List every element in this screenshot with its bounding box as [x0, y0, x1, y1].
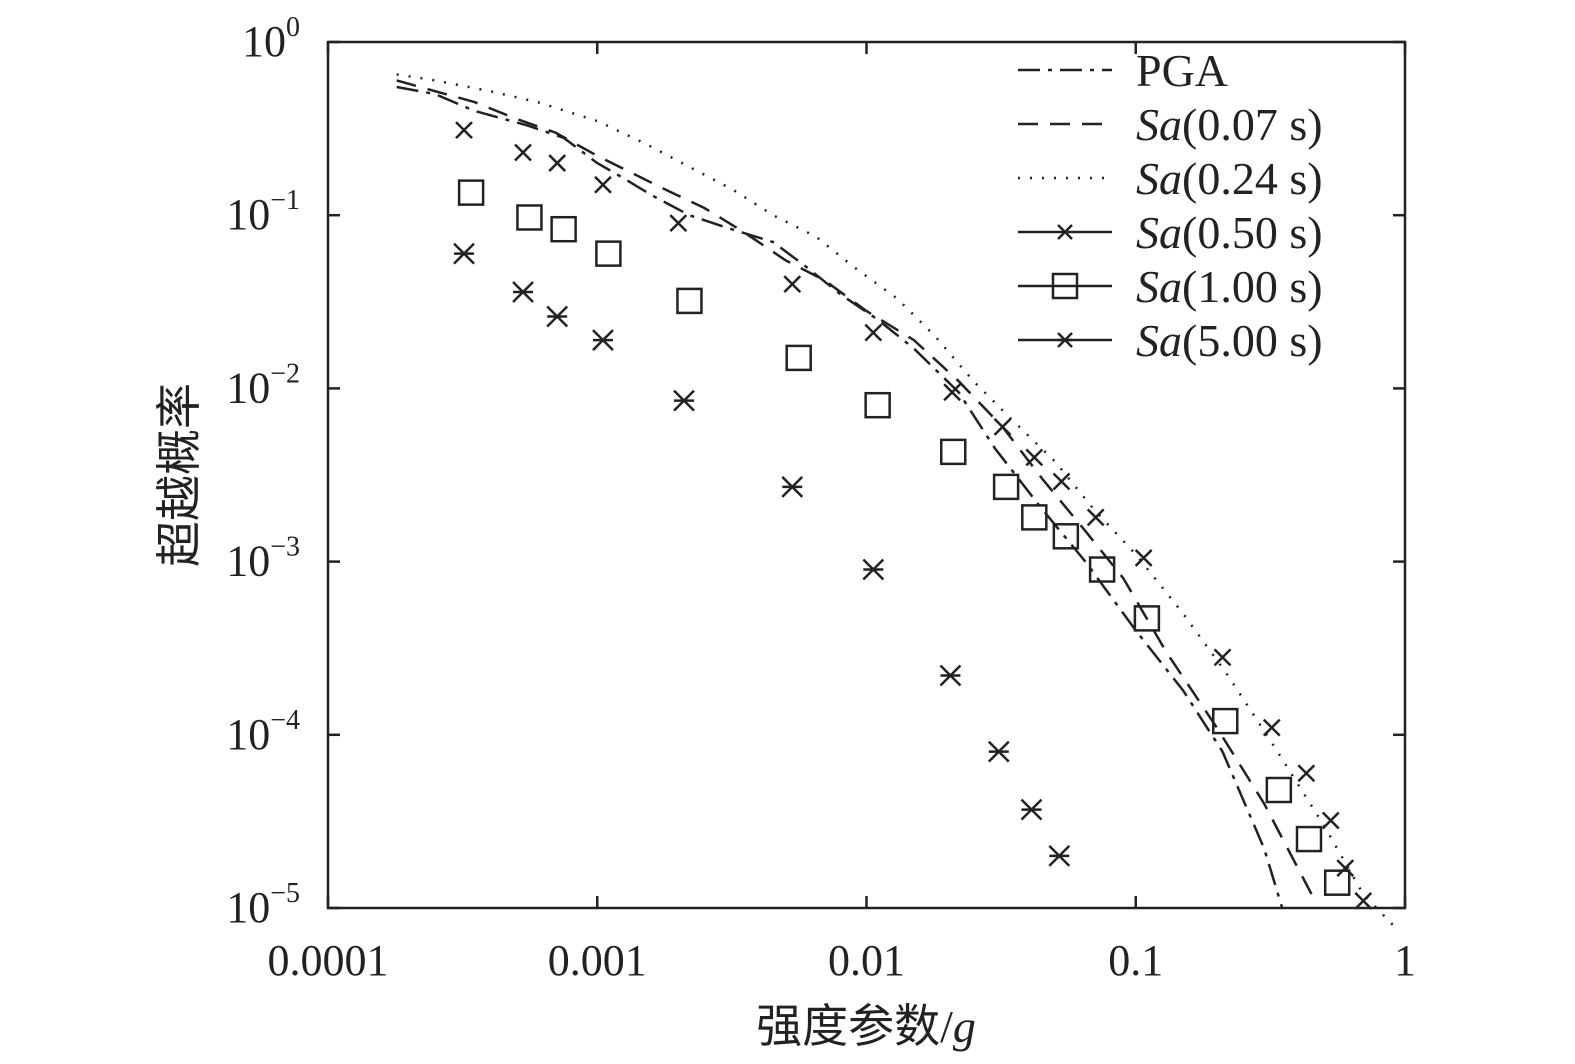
data-point [1052, 472, 1071, 491]
legend-item: Sa(5.00 s) [1018, 315, 1323, 366]
data-point [548, 154, 567, 172]
data-point [514, 143, 532, 162]
data-point [1297, 764, 1316, 783]
data-point [1086, 508, 1105, 527]
legend-label: Sa(1.00 s) [1136, 261, 1323, 312]
data-point [864, 323, 883, 342]
data-point [993, 417, 1012, 436]
legend-label: Sa(0.07 s) [1136, 99, 1323, 150]
legend-item: Sa(0.07 s) [1018, 99, 1323, 150]
y-axis-title: 超越概率 [154, 383, 205, 567]
legend-label: PGA [1136, 45, 1228, 96]
legend-item: Sa(0.50 s) [1018, 207, 1323, 258]
data-point [455, 121, 473, 139]
y-tick-label: 10−2 [226, 358, 300, 412]
data-point [457, 179, 485, 206]
data-point [1262, 718, 1281, 737]
data-point [594, 175, 612, 194]
data-point [1088, 556, 1116, 583]
data-point [1052, 523, 1080, 550]
series-4 [455, 121, 1373, 910]
data-point [1213, 648, 1232, 667]
legend-swatch-marker [1051, 272, 1079, 300]
series-1 [396, 85, 1284, 909]
data-point [595, 240, 622, 267]
x-tick-label: 1 [1394, 936, 1416, 985]
y-tick-label: 10−3 [226, 532, 300, 586]
data-point [1133, 605, 1161, 632]
y-tick-label: 10−1 [226, 185, 300, 239]
x-tick-label: 0.001 [548, 936, 647, 985]
data-point [785, 344, 812, 372]
series-2 [396, 79, 1313, 895]
data-point [669, 214, 688, 233]
data-point [864, 391, 891, 419]
y-tick-label: 10−5 [226, 878, 300, 932]
data-point [992, 473, 1020, 501]
legend-item: Sa(0.24 s) [1018, 153, 1323, 204]
series-layer [396, 73, 1394, 926]
y-tick-label: 10−4 [226, 705, 300, 759]
data-point [1321, 811, 1340, 830]
y-tick-label: 100 [242, 12, 300, 66]
data-point [1354, 891, 1373, 910]
legend-label: Sa(0.24 s) [1136, 153, 1323, 204]
data-point [516, 204, 543, 231]
data-point [943, 383, 962, 402]
data-point [1021, 504, 1048, 531]
x-tick-label: 0.01 [828, 936, 905, 985]
series-5 [457, 179, 1351, 896]
y-axis: 100 10−1 10−2 10−3 10−4 10−5 [226, 12, 1405, 932]
series-line [396, 79, 1313, 895]
data-point [1212, 707, 1239, 735]
data-point [1336, 859, 1355, 877]
x-tick-label: 0.1 [1108, 936, 1163, 985]
data-point [550, 215, 577, 243]
x-axis-title-unit: g [953, 1001, 976, 1052]
series-6 [453, 242, 1071, 867]
legend-item: PGA [1018, 45, 1228, 96]
x-axis-title-text: 强度参数/ [756, 1001, 953, 1052]
legend-item: Sa(1.00 s) [1018, 261, 1323, 312]
legend-label: Sa(5.00 s) [1136, 315, 1323, 366]
data-point [1134, 549, 1153, 567]
x-axis-title: 强度参数/g [756, 1001, 976, 1052]
data-point [1323, 869, 1351, 896]
series-line [396, 85, 1284, 909]
x-axis: 0.0001 0.001 0.01 0.1 1 [268, 42, 1416, 985]
x-tick-label: 0.0001 [268, 936, 389, 985]
legend-swatch-marker [1057, 224, 1073, 240]
data-point [940, 438, 967, 466]
data-point [1265, 776, 1293, 804]
data-point [783, 275, 802, 294]
data-point [1025, 448, 1044, 467]
legend-label: Sa(0.50 s) [1136, 207, 1323, 258]
data-point [676, 287, 703, 315]
data-point [1295, 825, 1323, 853]
